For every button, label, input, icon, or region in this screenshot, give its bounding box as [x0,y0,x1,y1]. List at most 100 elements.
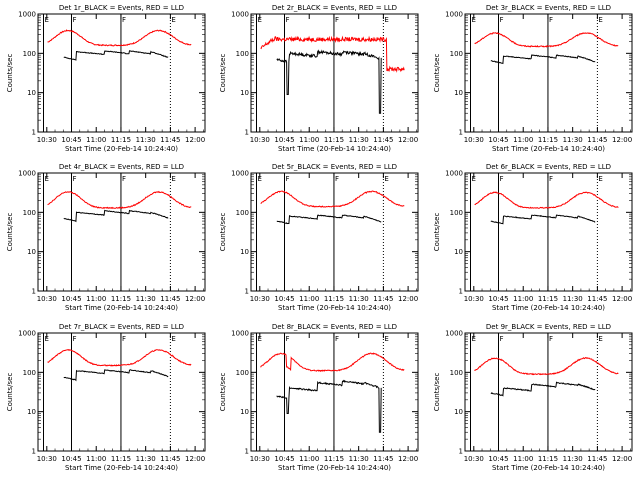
x-tick-label: 11:45 [587,455,607,463]
lld-series-line [474,191,619,209]
plot-frame [37,13,206,133]
chart-title: Det 3r_BLACK = Events, RED = LLD [486,4,611,12]
x-tick-label: 11:30 [349,455,369,463]
marker-label: F [73,335,77,343]
panel-det-3: Det 3r_BLACK = Events, RED = LLD Counts/s… [433,4,633,153]
y-tick-label: 10 [454,89,463,97]
lld-series-line [474,31,619,48]
y-tick-label: 10 [27,248,36,256]
y-tick-label: 100 [23,50,36,58]
marker-label: E [598,335,602,343]
chart-title: Det 7r_BLACK = Events, RED = LLD [59,323,184,331]
marker-label: E [257,175,261,183]
marker-label: F [500,16,504,24]
y-tick-label: 1 [459,448,463,456]
marker-label: E [598,175,602,183]
marker-label: E [171,335,175,343]
panel-det-8: Det 8r_BLACK = Events, RED = LLD Counts/s… [219,323,419,472]
x-tick-label: 10:45 [274,136,294,144]
x-tick-label: 10:30 [37,455,57,463]
y-tick-label: 1 [459,288,463,296]
x-tick-label: 11:45 [160,455,180,463]
x-axis-label: Start Time (20-Feb-14 10:24:40) [278,304,391,312]
panel-det-6: Det 6r_BLACK = Events, RED = LLD Counts/s… [433,163,633,312]
marker-label: E [44,16,48,24]
chart-title: Det 6r_BLACK = Events, RED = LLD [486,163,611,171]
y-axis-label: Counts/sec [433,373,441,412]
plot-frame [464,172,633,292]
marker-label: E [44,335,48,343]
x-axis-label: Start Time (20-Feb-14 10:24:40) [65,145,178,153]
y-tick-label: 1000 [231,11,249,19]
x-tick-label: 11:30 [136,295,156,303]
marker-label: E [471,335,475,343]
lld-series-line [260,190,405,208]
x-tick-label: 11:30 [136,136,156,144]
marker-label: E [384,175,388,183]
y-axis-label: Counts/sec [433,54,441,93]
lld-series-line [47,190,192,210]
marker-label: E [257,335,261,343]
x-tick-label: 11:15 [111,455,131,463]
y-tick-label: 1000 [231,330,249,338]
marker-label: F [73,175,77,183]
x-tick-label: 10:45 [61,136,81,144]
marker-label: F [335,16,339,24]
events-series-line [490,54,596,65]
y-tick-label: 1000 [18,170,36,178]
events-series-line [63,369,169,382]
marker-label: F [122,175,126,183]
x-tick-label: 12:00 [612,455,632,463]
marker-label: E [598,16,602,24]
x-tick-label: 12:00 [185,136,205,144]
x-tick-label: 11:15 [324,295,344,303]
x-tick-label: 10:45 [488,295,508,303]
x-tick-label: 11:15 [538,455,558,463]
y-tick-label: 1 [32,288,36,296]
y-tick-label: 1 [32,129,36,137]
x-tick-label: 12:00 [612,136,632,144]
y-tick-label: 1000 [445,11,463,19]
chart-title: Det 1r_BLACK = Events, RED = LLD [59,4,184,12]
y-tick-label: 100 [450,209,463,217]
plot-frame [464,332,633,452]
x-axis-label: Start Time (20-Feb-14 10:24:40) [492,145,605,153]
events-series-line [63,50,169,61]
y-tick-label: 10 [27,408,36,416]
x-tick-label: 12:00 [185,295,205,303]
panel-det-2: Det 2r_BLACK = Events, RED = LLD Counts/s… [219,4,419,153]
marker-label: E [384,16,388,24]
y-tick-label: 1000 [18,330,36,338]
x-tick-label: 10:45 [488,136,508,144]
x-tick-label: 12:00 [398,455,418,463]
x-tick-label: 10:45 [274,295,294,303]
plot-frame [250,332,419,452]
x-tick-label: 10:30 [250,136,270,144]
x-tick-label: 11:00 [299,295,319,303]
events-series-line [276,379,382,433]
y-tick-label: 1 [32,448,36,456]
y-tick-label: 10 [240,248,249,256]
panel-det-4: Det 4r_BLACK = Events, RED = LLD Counts/s… [6,163,206,312]
chart-title: Det 8r_BLACK = Events, RED = LLD [272,323,397,331]
x-tick-label: 10:30 [37,136,57,144]
x-tick-label: 11:15 [111,136,131,144]
x-tick-label: 11:15 [324,136,344,144]
y-tick-label: 100 [23,209,36,217]
x-tick-label: 12:00 [398,295,418,303]
x-tick-label: 11:15 [111,295,131,303]
marker-label: E [384,335,388,343]
x-tick-label: 12:00 [185,455,205,463]
x-tick-label: 11:15 [324,455,344,463]
y-axis-label: Counts/sec [433,213,441,252]
x-tick-label: 12:00 [398,136,418,144]
y-axis-label: Counts/sec [6,213,14,252]
y-tick-label: 1 [245,129,249,137]
x-tick-label: 10:30 [250,455,270,463]
y-tick-label: 1 [245,448,249,456]
chart-title: Det 2r_BLACK = Events, RED = LLD [272,4,397,12]
y-tick-label: 100 [236,209,249,217]
x-axis-label: Start Time (20-Feb-14 10:24:40) [65,304,178,312]
marker-label: F [500,175,504,183]
x-tick-label: 11:30 [563,295,583,303]
